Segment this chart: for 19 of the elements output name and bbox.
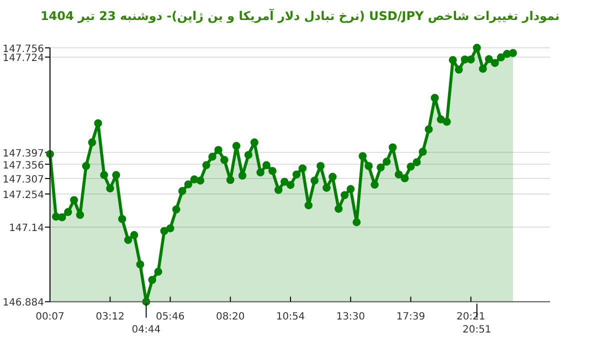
- x-tick-label: 20:51: [462, 324, 492, 336]
- x-tick-label: 10:54: [276, 312, 305, 323]
- x-tick-label: 20:21: [456, 312, 486, 323]
- x-tick-label: 13:30: [336, 312, 366, 323]
- x-tick-label: 17:39: [396, 312, 426, 323]
- x-tick-label: 00:07: [36, 312, 64, 323]
- y-tick-label: 147.724: [2, 53, 44, 64]
- y-tick-label: 147.307: [2, 174, 44, 186]
- x-tick-label: 04:44: [132, 324, 161, 336]
- x-tick-label: 08:20: [216, 312, 245, 323]
- y-tick-label: 147.397: [2, 148, 44, 160]
- x-tick-label: 05:46: [156, 312, 185, 323]
- y-tick-label: 146.884: [2, 298, 44, 309]
- y-tick-label: 147.14: [9, 223, 44, 234]
- y-tick-label: 147.254: [2, 190, 44, 201]
- y-tick-label: 147.756: [2, 44, 44, 55]
- y-tick-label: 147.356: [2, 160, 44, 172]
- x-tick-label: 03:12: [96, 312, 125, 323]
- chart-title: نمودار تغییرات شاخص USD/JPY (نرخ تبادل دلار آمریکا و ین ژاپن)- دوشنبه 23 تیر 1404: [40, 8, 560, 23]
